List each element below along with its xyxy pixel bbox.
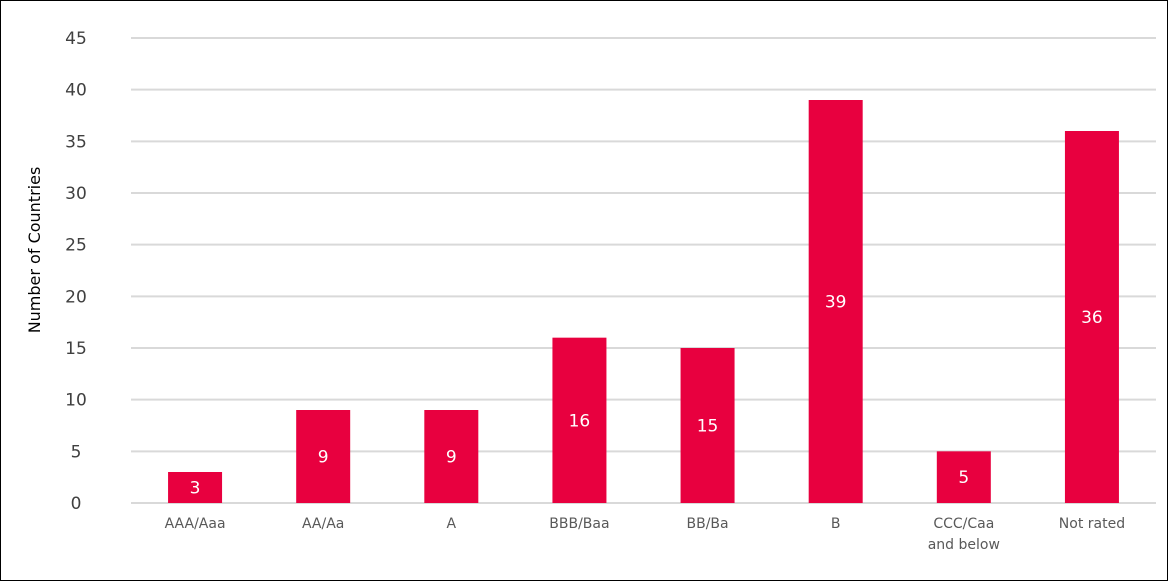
x-category-label: A xyxy=(447,516,457,532)
y-tick-label: 35 xyxy=(65,132,87,152)
x-category-label: CCC/Caa xyxy=(933,516,994,532)
data-label: 3 xyxy=(190,479,201,499)
x-category-label: AAA/Aaa xyxy=(165,516,226,532)
y-tick-label: 10 xyxy=(65,391,87,411)
bar xyxy=(168,472,223,503)
y-tick-label: 40 xyxy=(65,81,87,101)
y-tick-label: 15 xyxy=(65,339,87,359)
bar xyxy=(1064,131,1119,503)
x-category-label: BBB/Baa xyxy=(549,516,609,532)
data-label: 36 xyxy=(1081,308,1103,328)
bar xyxy=(424,410,479,503)
y-axis-label: Number of Countries xyxy=(25,167,44,334)
y-tick-label: 5 xyxy=(71,442,82,462)
x-category-label: B xyxy=(831,516,841,532)
bar xyxy=(936,451,991,503)
y-tick-label: 30 xyxy=(65,184,87,204)
data-label: 39 xyxy=(825,293,847,313)
y-tick-label: 20 xyxy=(65,287,87,307)
bar xyxy=(552,337,607,503)
x-category-label: and below xyxy=(928,537,1000,553)
data-label: 16 xyxy=(569,411,591,431)
bar xyxy=(680,348,735,503)
y-tick-label: 45 xyxy=(65,29,87,49)
data-label: 5 xyxy=(958,468,969,488)
bars xyxy=(168,100,1119,503)
data-label: 9 xyxy=(318,448,329,468)
y-axis-ticks: 0 5 10 15 20 25 30 35 40 45 xyxy=(65,29,87,514)
x-category-label: AA/Aa xyxy=(302,516,344,532)
bar xyxy=(808,100,863,503)
x-category-label: Not rated xyxy=(1059,516,1125,532)
data-label: 15 xyxy=(697,417,719,437)
gridlines xyxy=(131,37,1156,504)
y-tick-label: 25 xyxy=(65,236,87,256)
y-tick-label: 0 xyxy=(71,494,82,514)
data-label: 9 xyxy=(446,448,457,468)
x-category-label: BB/Ba xyxy=(687,516,729,532)
x-axis-categories: AAA/Aaa AA/Aa A BBB/Baa BB/Ba B CCC/Caa and bel… xyxy=(165,516,1126,553)
bar xyxy=(296,410,351,503)
